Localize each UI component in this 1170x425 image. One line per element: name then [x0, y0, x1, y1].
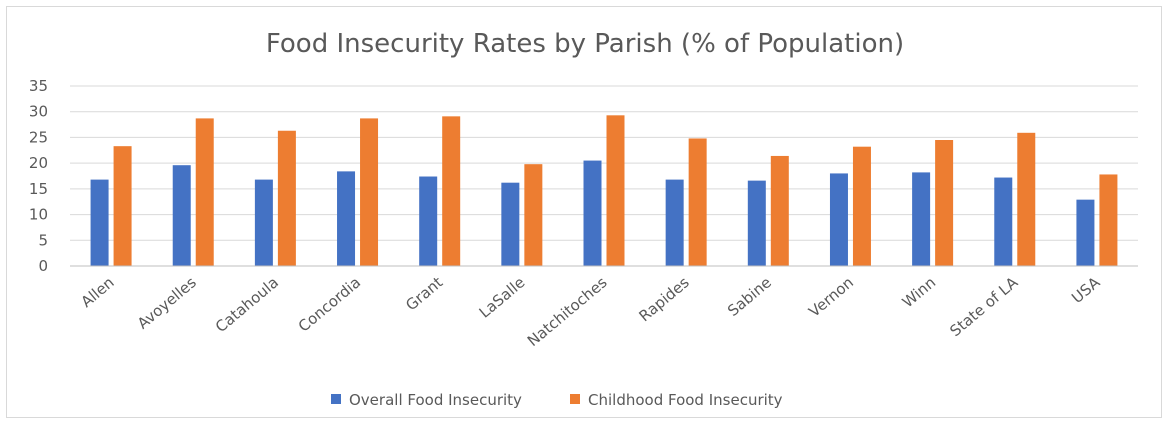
legend-label-overall: Overall Food Insecurity	[349, 391, 522, 409]
y-tick-label: 10	[29, 206, 48, 224]
legend: Overall Food Insecurity Childhood Food I…	[331, 391, 783, 409]
bar-overall-rapides	[665, 179, 684, 266]
bar-overall-grant	[419, 176, 438, 266]
x-category-label: Catahoula	[212, 273, 282, 336]
bar-childhood-concordia	[360, 118, 379, 267]
bars	[90, 115, 1118, 267]
bar-overall-avoyelles	[172, 165, 191, 266]
bar-childhood-grant	[442, 116, 461, 266]
bar-overall-natchitoches	[583, 160, 602, 266]
y-axis-ticks: 0 5 10 15 20 25 30 35	[29, 77, 48, 275]
x-category-label: Allen	[77, 273, 117, 311]
x-category-label: State of LA	[946, 273, 1021, 340]
y-tick-label: 30	[29, 103, 48, 121]
chart-title: Food Insecurity Rates by Parish (% of Po…	[266, 29, 904, 59]
x-category-label: LaSalle	[476, 273, 529, 321]
x-category-label: Winn	[899, 273, 939, 311]
bar-childhood-lasalle	[524, 164, 543, 266]
bar-overall-sabine	[747, 180, 766, 266]
bar-overall-winn	[912, 172, 931, 266]
legend-swatch-overall	[331, 394, 341, 404]
y-tick-label: 5	[38, 231, 48, 249]
bar-childhood-state-of-la	[1017, 132, 1036, 266]
y-tick-label: 15	[29, 180, 48, 198]
bar-childhood-natchitoches	[606, 115, 625, 266]
bar-overall-catahoula	[254, 179, 273, 266]
legend-swatch-childhood	[570, 394, 580, 404]
bar-overall-vernon	[829, 173, 848, 266]
bar-overall-usa	[1076, 199, 1095, 266]
x-category-label: Grant	[402, 273, 446, 314]
x-category-label: Rapides	[636, 273, 693, 325]
bar-childhood-sabine	[770, 155, 789, 266]
x-category-label: Natchitoches	[524, 273, 611, 350]
bar-childhood-usa	[1099, 174, 1118, 266]
bar-childhood-allen	[113, 146, 132, 266]
y-tick-label: 35	[29, 77, 48, 95]
bar-childhood-rapides	[688, 138, 707, 266]
x-category-label: USA	[1068, 273, 1104, 307]
gridlines	[70, 85, 1138, 241]
bar-overall-state-of-la	[994, 177, 1013, 266]
x-category-label: Vernon	[805, 273, 857, 320]
y-tick-label: 20	[29, 154, 48, 172]
bar-childhood-avoyelles	[195, 118, 214, 267]
x-category-label: Avoyelles	[134, 273, 200, 332]
bar-childhood-vernon	[852, 146, 871, 266]
y-tick-label: 25	[29, 128, 48, 146]
y-tick-label: 0	[38, 257, 48, 275]
bar-overall-lasalle	[501, 182, 520, 266]
x-category-label: Sabine	[724, 273, 775, 320]
bar-overall-concordia	[337, 171, 356, 266]
x-axis-categories: Allen Avoyelles Catahoula Concordia Grant LaS…	[77, 273, 1104, 350]
bar-overall-allen	[90, 179, 109, 266]
bar-childhood-catahoula	[277, 130, 296, 266]
x-category-label: Concordia	[295, 273, 364, 335]
legend-label-childhood: Childhood Food Insecurity	[588, 391, 783, 409]
bar-childhood-winn	[935, 140, 954, 266]
